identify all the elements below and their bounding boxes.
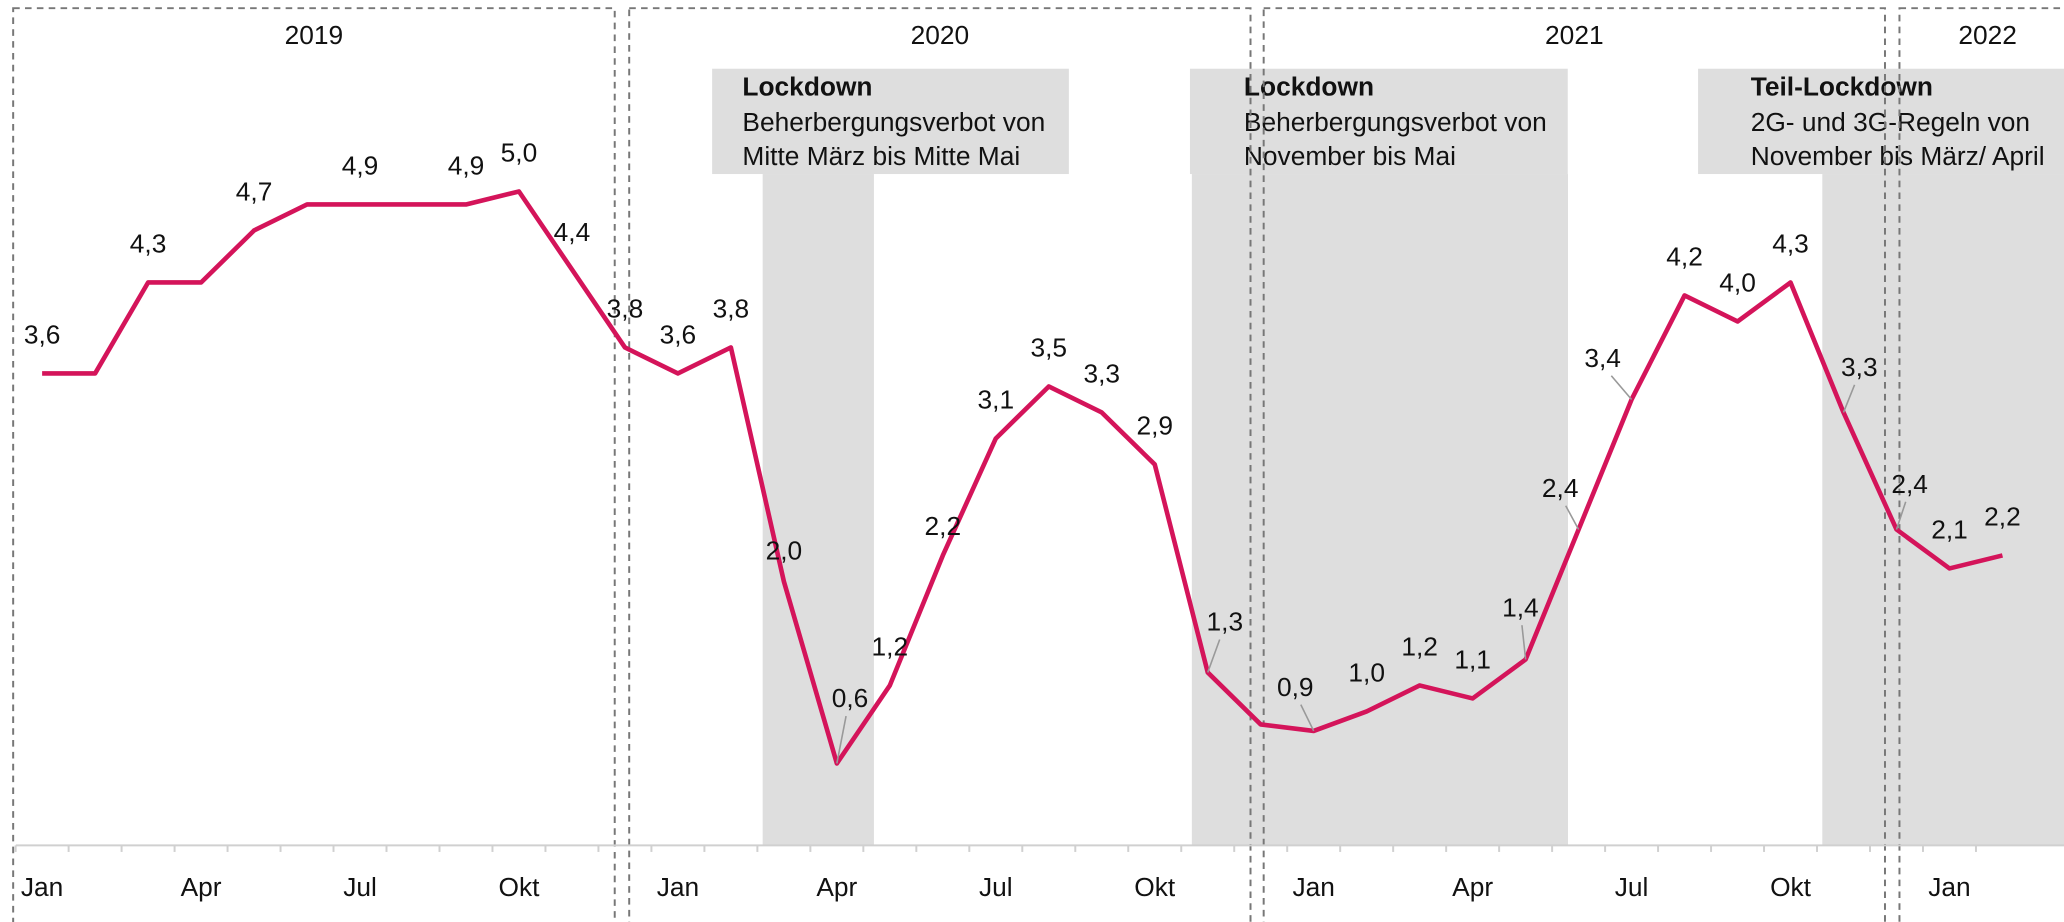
x-tick-label: Okt [498, 872, 540, 902]
lockdown-region [762, 174, 874, 846]
annotation-text: 2G- und 3G-Regeln von [1751, 107, 2030, 137]
data-label: 2,4 [1891, 469, 1928, 499]
year-label: 2020 [911, 20, 970, 50]
leader-line [836, 715, 847, 764]
data-label: 4,9 [448, 151, 485, 181]
data-label: 0,6 [832, 683, 869, 713]
data-label: 2,0 [766, 535, 803, 565]
annotation-title: Lockdown [1244, 71, 1374, 101]
data-label: 3,4 [1584, 343, 1621, 373]
data-label: 4,3 [1772, 229, 1809, 259]
annotation-text: November bis März/ April [1751, 141, 2045, 171]
data-label: 4,7 [236, 177, 273, 207]
annotation-title: Teil-Lockdown [1751, 71, 1933, 101]
data-label: 0,9 [1277, 672, 1314, 702]
data-label: 2,1 [1931, 515, 1968, 545]
data-label: 3,8 [713, 294, 750, 324]
data-label: 1,4 [1502, 592, 1539, 622]
year-panel [628, 7, 1252, 922]
year-label: 2021 [1545, 20, 1604, 50]
data-label: 4,0 [1719, 268, 1756, 298]
annotation-text: Mitte März bis Mitte Mai [742, 141, 1020, 171]
data-label: 2,2 [925, 511, 962, 541]
x-tick-label: Okt [1770, 872, 1812, 902]
leader-line [1521, 625, 1527, 660]
x-tick-label: Apr [1452, 872, 1493, 902]
series-line [42, 189, 2004, 766]
x-tick-label: Jul [1615, 872, 1649, 902]
data-label: 5,0 [501, 138, 538, 168]
x-tick-label: Jan [1928, 872, 1970, 902]
data-label: 4,3 [130, 229, 167, 259]
data-label: 2,9 [1136, 411, 1173, 441]
x-tick-label: Okt [1134, 872, 1176, 902]
lockdown-region [1191, 174, 1569, 846]
annotation-text: Beherbergungsverbot von [742, 107, 1045, 137]
data-label: 4,4 [554, 217, 591, 247]
data-label: 3,3 [1841, 352, 1878, 382]
data-label: 3,6 [24, 320, 61, 350]
data-label: 3,1 [978, 385, 1015, 415]
data-label: 3,3 [1083, 359, 1120, 389]
x-tick-label: Jan [657, 872, 699, 902]
x-tick-label: Apr [816, 872, 857, 902]
year-panel [1262, 7, 1886, 922]
annotation-box [712, 68, 1069, 175]
lockdown-region [1822, 174, 2064, 846]
data-label: 1,0 [1348, 658, 1385, 688]
data-label: 1,2 [1401, 632, 1438, 662]
data-label: 1,2 [872, 632, 909, 662]
x-tick-label: Jan [21, 872, 63, 902]
data-label: 1,1 [1454, 645, 1491, 675]
annotation-title: Lockdown [742, 71, 872, 101]
leader-line [1300, 704, 1315, 732]
data-label: 3,6 [660, 320, 697, 350]
year-panel [12, 7, 616, 922]
x-tick-label: Apr [181, 872, 222, 902]
data-label: 2,2 [1984, 502, 2021, 532]
x-tick-label: Jan [1292, 872, 1334, 902]
leader-line [1206, 639, 1221, 673]
data-label: 1,3 [1207, 607, 1244, 637]
year-label: 2019 [285, 20, 344, 50]
data-label: 4,2 [1666, 242, 1703, 272]
x-tick-label: Jul [343, 872, 377, 902]
leader-line [1895, 501, 1907, 530]
leader-line [1842, 384, 1856, 413]
leader-line [1565, 505, 1580, 530]
annotation-text: Beherbergungsverbot von [1244, 107, 1547, 137]
year-panel [1898, 7, 2064, 922]
annotation-box [1698, 68, 2064, 175]
data-label: 4,9 [342, 151, 379, 181]
leader-line [1610, 375, 1633, 400]
year-label: 2022 [1958, 20, 2017, 50]
annotation-text: November bis Mai [1244, 141, 1456, 171]
annotation-box [1189, 68, 1568, 175]
data-label: 2,4 [1542, 473, 1579, 503]
data-label: 3,8 [607, 294, 644, 324]
data-label: 3,5 [1030, 333, 1067, 363]
x-tick-label: Jul [979, 872, 1013, 902]
